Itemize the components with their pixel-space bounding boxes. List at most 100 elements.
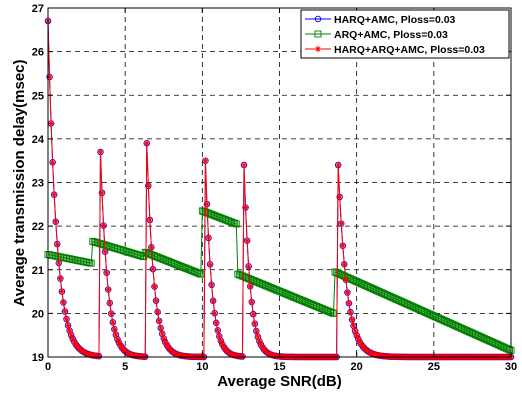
data-point [160,335,167,342]
legend-entry-1: HARQ+AMC, Ploss=0.03 [305,14,456,26]
data-point [230,351,237,359]
x-axis-label: Average SNR(dB) [217,373,341,390]
data-point [155,317,163,325]
data-point [243,237,251,244]
data-point [149,265,157,273]
data-point [114,336,121,343]
data-point [265,350,272,357]
data-point [69,335,76,342]
data-point [154,308,161,316]
data-point [111,326,118,333]
data-point [314,45,322,53]
y-tick-label: 24 [32,134,45,146]
data-point [80,348,87,356]
legend-entry-2: ARQ+AMC, Ploss=0.03 [305,29,448,41]
legend-entry-3: HARQ+ARQ+AMC, Ploss=0.03 [305,44,485,56]
data-point [108,310,115,317]
data-point [50,191,58,198]
data-point [171,349,178,357]
data-point [347,308,354,316]
data-point [367,349,374,356]
data-point [195,270,203,277]
data-point [54,240,61,248]
data-point [61,308,69,315]
series-2 [44,207,515,354]
data-point [146,216,154,224]
data-point [206,261,214,268]
data-point [64,322,72,329]
data-point [217,337,225,345]
data-point [205,234,212,242]
x-tick-label: 20 [351,361,363,373]
data-point [71,338,78,345]
data-point [254,333,262,340]
data-point [159,330,166,338]
legend: HARQ+AMC, Ploss=0.03 ARQ+AMC, Ploss=0.03 H… [300,9,510,59]
data-point [314,15,322,23]
data-point [342,276,350,283]
data-point [334,161,342,169]
x-tick-label: 15 [273,361,285,373]
data-point [231,219,239,227]
data-point [49,159,56,166]
data-point [98,189,106,197]
x-tick-label: 0 [45,361,51,373]
data-point [81,349,89,356]
legend-box [300,9,510,59]
data-point [232,220,240,228]
data-point [368,350,376,357]
data-point [66,327,73,334]
x-tick-label: 5 [122,361,128,373]
data-point [248,298,255,306]
data-point [355,335,362,343]
y-axis-label: Average transmission delay(msec) [11,59,28,306]
data-point [228,351,235,358]
y-tick-label: 21 [32,265,44,277]
data-point [104,286,112,293]
axis-ticks: 0 5 10 15 20 25 30 19 20 21 22 23 24 25 26 27 [32,3,517,373]
data-point [240,161,248,169]
data-point [152,297,160,304]
data-point [100,222,107,229]
data-point [351,327,359,335]
data-point [208,281,215,288]
data-point [245,263,252,270]
data-point [344,289,351,296]
data-point [115,339,123,346]
data-point [253,327,260,335]
data-point [339,242,346,249]
data-point [101,248,109,255]
data-point [63,315,70,323]
data-point [257,341,265,348]
data-point [246,283,254,290]
data-point [151,283,158,290]
data-point [126,350,133,358]
data-point [95,352,103,360]
data-point [58,288,66,295]
data-point [356,338,363,346]
data-point [219,341,226,348]
data-point [338,220,345,227]
data-point [213,319,220,327]
y-tick-label: 25 [32,90,44,102]
data-point [328,309,336,317]
data-point [174,351,181,358]
data-point [103,269,110,276]
data-point [52,218,59,225]
data-point [57,275,64,282]
data-point [172,350,180,358]
data-point [214,327,221,334]
data-point [211,309,218,317]
data-point [341,261,348,268]
data-point [216,333,223,340]
y-tick-label: 19 [32,352,44,364]
data-point [336,193,343,201]
x-tick-label: 25 [428,361,440,373]
data-point [203,200,211,208]
data-point [242,204,249,211]
data-point [267,351,274,358]
data-point [370,350,377,358]
data-point [83,350,90,357]
data-point [256,338,263,345]
